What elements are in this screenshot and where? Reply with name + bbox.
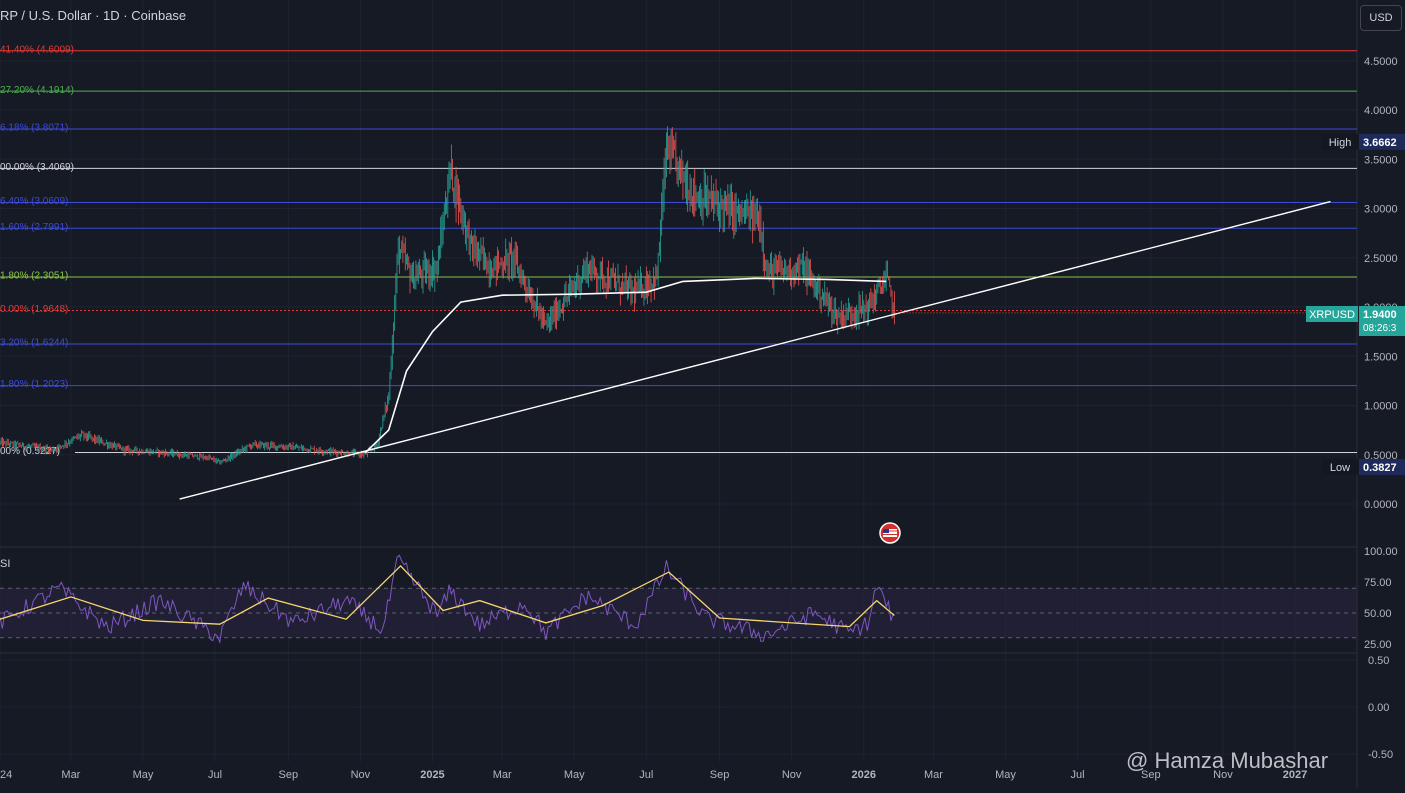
high-badge-value: 3.6662 bbox=[1363, 137, 1397, 149]
rsi-indicator-label[interactable]: SI bbox=[0, 558, 11, 570]
price-tick-label: 0.0000 bbox=[1364, 499, 1398, 511]
time-tick-label: 2025 bbox=[420, 769, 444, 781]
time-tick-label: Jul bbox=[208, 769, 222, 781]
symbol-value-bg bbox=[1359, 306, 1405, 336]
fib-level-label: 41.40% (4.6009) bbox=[0, 44, 74, 55]
time-tick-label: Sep bbox=[710, 769, 730, 781]
low-badge-label-bg bbox=[1322, 459, 1358, 475]
watermark: @ Hamza Mubashar bbox=[1126, 748, 1329, 773]
fib-level-label: 0.00% (1.9648) bbox=[0, 304, 68, 315]
time-tick-label: Nov bbox=[1213, 769, 1233, 781]
axes: 4.50004.00003.50003.00002.50002.00001.50… bbox=[0, 56, 1398, 781]
time-tick-label: Sep bbox=[1141, 769, 1161, 781]
time-tick-label: Sep bbox=[279, 769, 299, 781]
price-series bbox=[0, 126, 1357, 500]
fib-levels: 41.40% (4.6009) 27.20% (4.1914) 6.18% (3.8… bbox=[0, 44, 1357, 457]
time-tick-label: 2027 bbox=[1283, 769, 1307, 781]
rsi-tick-label: 75.00 bbox=[1364, 577, 1392, 589]
symbol-label-bg bbox=[1306, 306, 1358, 322]
fib-level-label: 6.18% (3.8071) bbox=[0, 123, 68, 134]
currency-button[interactable]: USD bbox=[1360, 5, 1402, 31]
high-badge-value-bg bbox=[1359, 133, 1405, 150]
high-badge-label-bg bbox=[1322, 133, 1358, 150]
fib-level-label: 1.80% (1.2023) bbox=[0, 379, 68, 390]
price-tick-label: 3.0000 bbox=[1364, 204, 1398, 216]
fib-level-label: 6.40% (3.0609) bbox=[0, 196, 68, 207]
symbol-price: 1.9400 bbox=[1363, 309, 1397, 321]
symbol-countdown: 08:26:3 bbox=[1363, 323, 1397, 334]
time-tick-label: Mar bbox=[493, 769, 512, 781]
fib-level-label: 00.00% (3.4069) bbox=[0, 162, 74, 173]
time-tick-label: May bbox=[995, 769, 1016, 781]
time-tick-label: Jul bbox=[639, 769, 653, 781]
price-tick-label: 4.5000 bbox=[1364, 56, 1398, 68]
price-tick-label: 1.0000 bbox=[1364, 401, 1398, 413]
time-tick-label: 2024 bbox=[0, 769, 12, 781]
rsi-line bbox=[0, 554, 894, 645]
low-badge-value: 0.3827 bbox=[1363, 462, 1397, 474]
low-badge-label: Low bbox=[1330, 462, 1350, 474]
time-tick-label: 2026 bbox=[851, 769, 875, 781]
fib-level-label: 3.20% (1.6244) bbox=[0, 338, 68, 349]
low-badge: Low 0.3827 bbox=[1322, 459, 1405, 475]
moving-average-line bbox=[364, 277, 887, 454]
time-tick-label: May bbox=[564, 769, 585, 781]
symbol-badge: XRPUSD 1.9400 08:26:3 bbox=[1306, 306, 1405, 336]
time-tick-label: Mar bbox=[61, 769, 80, 781]
high-badge-label: High bbox=[1329, 137, 1352, 149]
time-tick-label: Nov bbox=[782, 769, 802, 781]
support-trendline bbox=[179, 200, 1331, 500]
candlesticks bbox=[0, 126, 895, 465]
rsi-tick-label: 25.00 bbox=[1364, 639, 1392, 651]
aux-tick-label: -0.50 bbox=[1368, 749, 1393, 761]
aux-tick-label: 0.00 bbox=[1368, 702, 1389, 714]
price-tick-label: 0.5000 bbox=[1364, 450, 1398, 462]
high-badge: High 3.6662 bbox=[1322, 133, 1405, 150]
rsi-tick-label: 100.00 bbox=[1364, 546, 1398, 558]
time-tick-label: May bbox=[133, 769, 154, 781]
price-tick-label: 1.5000 bbox=[1364, 351, 1398, 363]
aux-tick-label: 0.50 bbox=[1368, 655, 1389, 667]
rsi-ma-line bbox=[0, 564, 895, 628]
price-badges: High 3.6662 Low 0.3827 XRPUSD 1.9400 08:26:3 bbox=[1306, 133, 1405, 475]
fib-level-label: 27.20% (4.1914) bbox=[0, 85, 74, 96]
symbol-label: XRPUSD bbox=[1309, 309, 1355, 321]
time-tick-label: Jul bbox=[1071, 769, 1085, 781]
low-badge-value-bg bbox=[1359, 459, 1405, 475]
rsi-pane bbox=[0, 554, 1357, 645]
rsi-tick-label: 50.00 bbox=[1364, 608, 1392, 620]
time-tick-label: Nov bbox=[351, 769, 371, 781]
fib-level-label: 1.80% (2.3051) bbox=[0, 271, 68, 282]
chart-title: RP / U.S. Dollar · 1D · Coinbase bbox=[0, 8, 187, 23]
price-tick-label: 3.5000 bbox=[1364, 154, 1398, 166]
fib-level-label: 1.60% (2.7991) bbox=[0, 222, 68, 233]
event-flag-icon[interactable] bbox=[876, 522, 904, 544]
fib-level-label: 00% (0.5227) bbox=[0, 446, 60, 457]
price-tick-label: 4.0000 bbox=[1364, 105, 1398, 117]
time-tick-label: Mar bbox=[924, 769, 943, 781]
price-tick-label: 2.5000 bbox=[1364, 253, 1398, 265]
